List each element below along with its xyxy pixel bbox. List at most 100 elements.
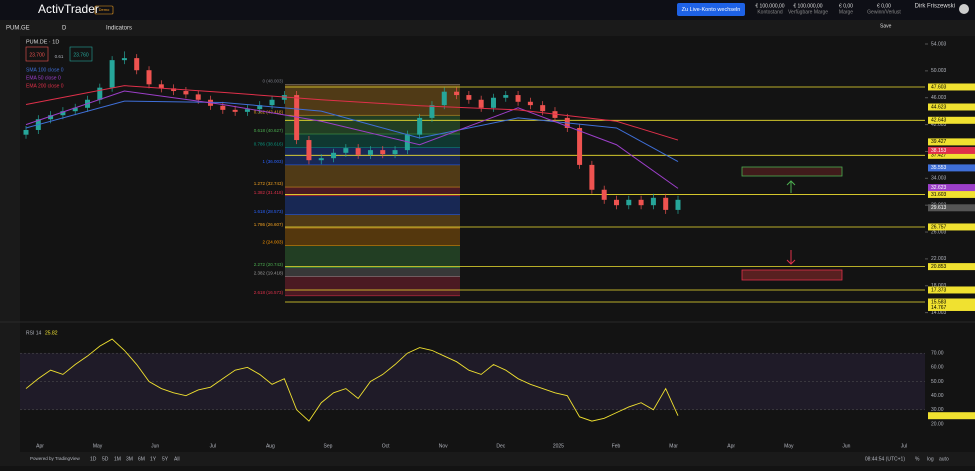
drawing-sidebar xyxy=(0,36,20,452)
time-label: Apr xyxy=(727,443,735,449)
timeframe-button[interactable]: 5D xyxy=(102,456,109,462)
candle-body xyxy=(158,84,164,89)
rsi-tick-label: 20.00 xyxy=(931,421,944,427)
level-tag xyxy=(928,263,975,271)
candle-body xyxy=(269,99,275,106)
candle-body xyxy=(134,58,140,71)
stat-label: Marge xyxy=(839,9,853,15)
candle-body xyxy=(195,94,201,100)
candle-body xyxy=(109,60,115,88)
price-tick-label: 42.003 xyxy=(931,122,947,128)
timeframe-button[interactable]: 1D xyxy=(90,456,97,462)
rsi-value: 25.82 xyxy=(45,330,58,336)
level-tag xyxy=(928,298,975,306)
fib-label: 1.272 (32.743) xyxy=(254,181,284,186)
fib-band xyxy=(285,276,460,296)
fib-band xyxy=(285,195,460,215)
fib-band xyxy=(285,228,460,246)
time-label: Nov xyxy=(439,443,448,449)
timeframe-button[interactable]: 5Y xyxy=(162,456,169,462)
stat-value: € 100.000,00 xyxy=(793,3,822,9)
candle-body xyxy=(171,88,177,92)
level-tag xyxy=(928,83,975,91)
time-label: Aug xyxy=(266,443,275,449)
fib-label: 0.618 (40.627) xyxy=(254,128,284,133)
fib-band xyxy=(285,267,460,277)
sell-price[interactable]: 23.700 xyxy=(29,52,45,58)
interval[interactable]: D xyxy=(62,26,67,32)
candle-body xyxy=(121,58,127,61)
indicators-button[interactable]: Indicators xyxy=(106,26,132,32)
buy-box[interactable] xyxy=(69,46,93,62)
timeframe-button[interactable]: 1Y xyxy=(150,456,157,462)
fib-band xyxy=(285,164,460,188)
price-tick-label: 54.003 xyxy=(931,41,947,47)
candle-body xyxy=(72,107,78,112)
fib-band xyxy=(285,147,460,165)
timeframe-button[interactable]: 3M xyxy=(126,456,133,462)
indicator-legend: EMA 200 close 0 xyxy=(26,83,64,89)
symbol-search[interactable]: PUM.GE xyxy=(6,26,30,32)
chart-symbol: PUM.DE · 1D xyxy=(26,39,59,45)
scale-option[interactable]: auto xyxy=(939,456,949,462)
stat-label: Gewinn/Verlust xyxy=(867,9,901,15)
indicator-legend: SMA 100 close 0 xyxy=(26,67,64,73)
price-marker-label: 14.767 xyxy=(931,305,947,311)
time-label: Feb xyxy=(612,443,621,449)
up-arrow xyxy=(786,180,796,193)
fib-label: 2 (24.003) xyxy=(262,240,283,245)
timeframe-button[interactable]: All xyxy=(174,456,180,462)
candle-body xyxy=(318,158,324,161)
candle-body xyxy=(183,91,189,95)
level-tag xyxy=(928,223,975,231)
scale-option[interactable]: log xyxy=(927,456,934,462)
stat-value: € 0,00 xyxy=(877,3,891,9)
sell-box[interactable] xyxy=(25,46,49,62)
price-marker-label: 32.623 xyxy=(931,185,947,191)
candle-body xyxy=(244,109,250,112)
level-tag-label: 31.603 xyxy=(931,192,947,198)
indicator-line xyxy=(25,85,679,141)
candle-body xyxy=(60,111,66,116)
rsi-line xyxy=(25,338,679,422)
candle-body xyxy=(97,87,103,100)
timeframe-button[interactable]: 1M xyxy=(114,456,121,462)
price-marker-label: 35.553 xyxy=(931,165,947,171)
fib-label: 1.382 (31.418) xyxy=(254,190,284,195)
fib-label: 1 (36.003) xyxy=(262,159,283,164)
price-tick-label: 26.003 xyxy=(931,229,947,235)
powered-by: Powered by TradingView xyxy=(30,456,80,461)
fib-label: 2.272 (20.743) xyxy=(254,262,284,267)
level-tag xyxy=(928,151,975,159)
rsi-tick-label: 50.00 xyxy=(931,379,944,385)
save-button[interactable]: Save xyxy=(880,23,892,29)
candle-body xyxy=(490,97,496,108)
level-tag-label: 15.583 xyxy=(931,299,947,305)
fib-band xyxy=(285,187,460,196)
time-label: Jun xyxy=(842,443,850,449)
time-label: Jul xyxy=(210,443,216,449)
price-marker-label: 29.613 xyxy=(931,205,947,211)
live-button-label[interactable]: Zu Live-Konto wechseln xyxy=(682,7,741,13)
candle-body xyxy=(466,95,472,100)
time-label: Mar xyxy=(669,443,678,449)
level-tag xyxy=(928,190,975,198)
candle-body xyxy=(343,148,349,153)
time-label: Sep xyxy=(324,443,333,449)
level-tag-label: 20.853 xyxy=(931,264,947,270)
candle-body xyxy=(601,189,607,200)
level-tag xyxy=(928,286,975,294)
timeframe-button[interactable]: 6M xyxy=(138,456,145,462)
candle-body xyxy=(23,129,29,135)
scale-option[interactable]: % xyxy=(915,456,920,462)
price-marker-label: 44.623 xyxy=(931,104,947,110)
price-tick-label: 50.003 xyxy=(931,68,947,74)
time-label: 2025 xyxy=(553,443,564,449)
buy-price[interactable]: 23.760 xyxy=(73,52,89,58)
live-button[interactable] xyxy=(677,3,745,16)
user-avatar[interactable] xyxy=(959,4,969,14)
badge-frame xyxy=(94,5,114,15)
candle-body xyxy=(577,127,583,165)
